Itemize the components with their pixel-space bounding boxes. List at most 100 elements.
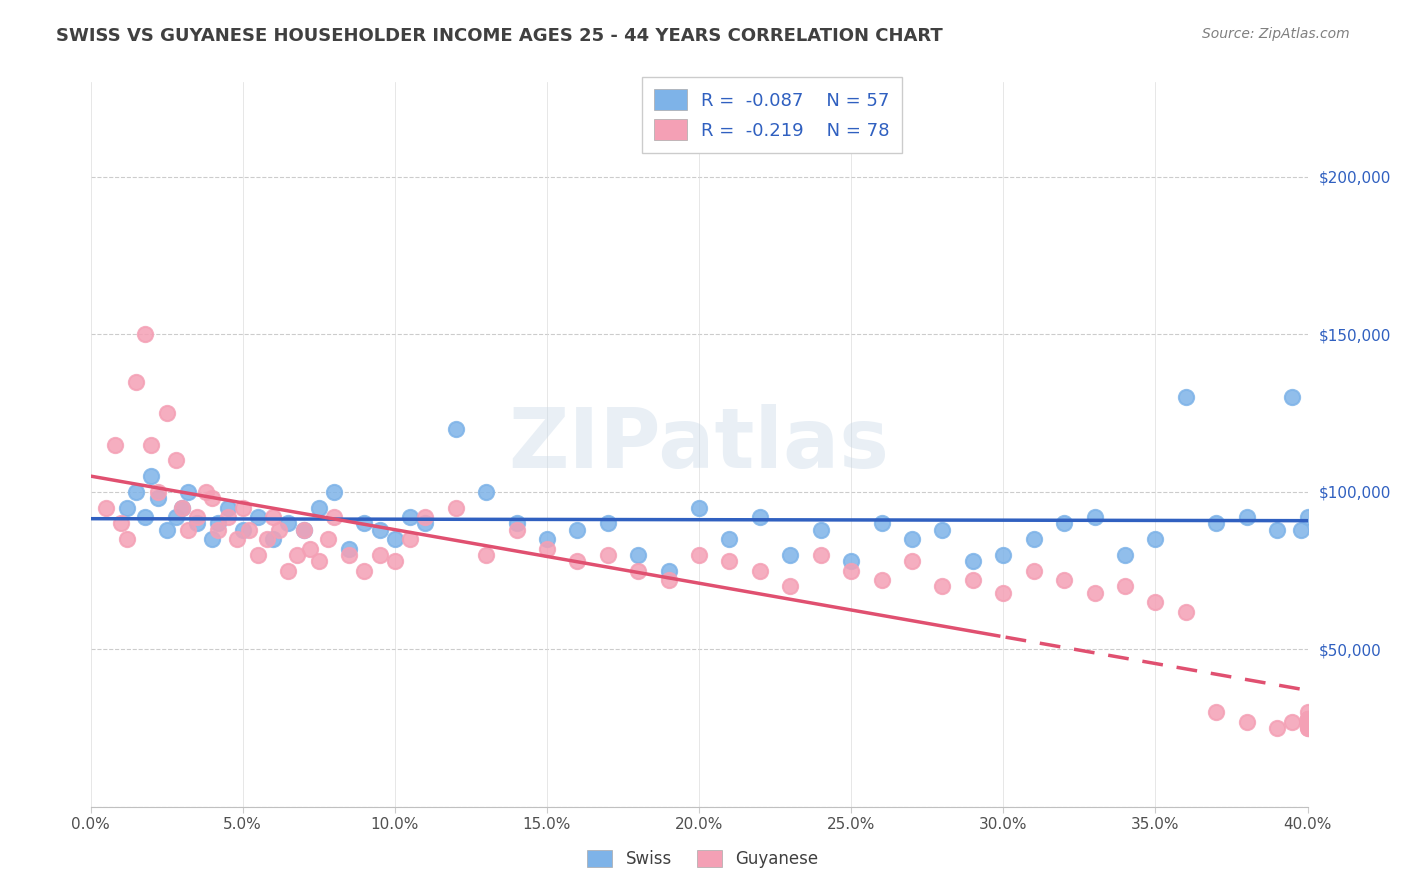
Point <box>1114 548 1136 562</box>
Point <box>232 523 254 537</box>
Point <box>475 548 498 562</box>
Point <box>165 510 187 524</box>
Point <box>870 516 893 531</box>
Point <box>201 532 224 546</box>
Point <box>165 453 187 467</box>
Point <box>368 523 391 537</box>
Point <box>195 484 218 499</box>
Point <box>567 523 589 537</box>
Point <box>1053 573 1076 587</box>
Point <box>323 484 346 499</box>
Point <box>232 500 254 515</box>
Point <box>718 532 741 546</box>
Point <box>177 523 200 537</box>
Text: ZIPatlas: ZIPatlas <box>509 404 890 485</box>
Point <box>536 532 558 546</box>
Point <box>810 548 832 562</box>
Point <box>931 579 953 593</box>
Point <box>125 484 148 499</box>
Point <box>1205 516 1227 531</box>
Point <box>115 500 138 515</box>
Point <box>141 437 163 451</box>
Point <box>1296 706 1319 720</box>
Point <box>1083 585 1105 599</box>
Point <box>125 375 148 389</box>
Point <box>207 523 229 537</box>
Point <box>1174 605 1197 619</box>
Point <box>1174 390 1197 404</box>
Point <box>993 585 1015 599</box>
Point <box>567 554 589 568</box>
Point <box>368 548 391 562</box>
Point <box>839 554 862 568</box>
Point <box>399 510 422 524</box>
Point <box>1083 510 1105 524</box>
Point <box>104 437 127 451</box>
Legend: R =  -0.087    N = 57, R =  -0.219    N = 78: R = -0.087 N = 57, R = -0.219 N = 78 <box>641 77 903 153</box>
Point <box>1296 718 1319 732</box>
Point <box>1022 564 1045 578</box>
Point <box>1296 721 1319 735</box>
Point <box>1296 712 1319 726</box>
Point <box>688 548 710 562</box>
Point <box>262 510 284 524</box>
Point <box>962 573 984 587</box>
Point <box>1236 714 1258 729</box>
Point <box>246 548 269 562</box>
Point <box>658 573 681 587</box>
Point <box>353 516 375 531</box>
Point <box>217 500 239 515</box>
Point <box>170 500 193 515</box>
Point <box>1296 714 1319 729</box>
Point <box>1144 595 1167 609</box>
Point <box>292 523 315 537</box>
Point <box>287 548 309 562</box>
Point <box>384 554 406 568</box>
Point <box>323 510 346 524</box>
Point <box>688 500 710 515</box>
Point <box>1296 714 1319 729</box>
Point <box>156 523 179 537</box>
Point <box>115 532 138 546</box>
Point <box>962 554 984 568</box>
Point <box>993 548 1015 562</box>
Point <box>337 541 360 556</box>
Point <box>201 491 224 505</box>
Point <box>256 532 278 546</box>
Point <box>1022 532 1045 546</box>
Point <box>262 532 284 546</box>
Point <box>337 548 360 562</box>
Point <box>316 532 339 546</box>
Point <box>1296 712 1319 726</box>
Point <box>1296 714 1319 729</box>
Point <box>1281 714 1303 729</box>
Point <box>308 500 330 515</box>
Point <box>1296 510 1319 524</box>
Point <box>627 564 650 578</box>
Point <box>413 510 436 524</box>
Point <box>207 516 229 531</box>
Point <box>1053 516 1076 531</box>
Point <box>217 510 239 524</box>
Point <box>1265 523 1288 537</box>
Point <box>277 516 299 531</box>
Point <box>141 469 163 483</box>
Point <box>384 532 406 546</box>
Point <box>1281 390 1303 404</box>
Point <box>779 548 801 562</box>
Point <box>596 516 619 531</box>
Point <box>718 554 741 568</box>
Point <box>1144 532 1167 546</box>
Point <box>748 564 770 578</box>
Point <box>931 523 953 537</box>
Point <box>156 406 179 420</box>
Point <box>94 500 117 515</box>
Point <box>505 523 527 537</box>
Point <box>225 532 247 546</box>
Point <box>292 523 315 537</box>
Point <box>146 491 169 505</box>
Point <box>353 564 375 578</box>
Point <box>1296 718 1319 732</box>
Point <box>444 422 467 436</box>
Point <box>413 516 436 531</box>
